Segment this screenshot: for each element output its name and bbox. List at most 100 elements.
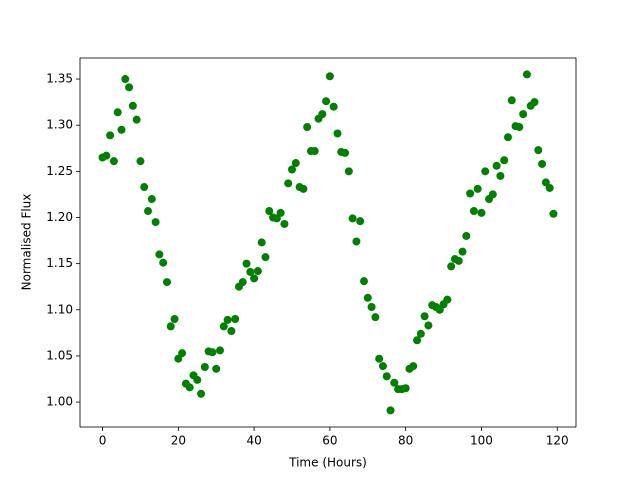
- data-point: [462, 231, 471, 240]
- data-point: [102, 151, 111, 160]
- data-point: [178, 349, 187, 358]
- data-point: [348, 214, 357, 223]
- data-point: [216, 346, 225, 355]
- data-point: [318, 110, 327, 119]
- data-point: [488, 190, 497, 199]
- data-point: [231, 315, 240, 324]
- data-point: [519, 110, 528, 119]
- data-point: [299, 184, 308, 193]
- data-point: [534, 146, 543, 155]
- data-point: [250, 274, 259, 283]
- data-point: [454, 256, 463, 265]
- x-tick-label: 60: [322, 434, 337, 448]
- data-point: [288, 165, 297, 174]
- data-point: [109, 157, 118, 166]
- data-point: [238, 278, 247, 287]
- data-point: [469, 207, 478, 216]
- data-point: [140, 183, 149, 192]
- data-point: [261, 253, 270, 262]
- data-point: [223, 315, 232, 324]
- data-point: [147, 195, 156, 204]
- x-tick-label: 0: [99, 434, 107, 448]
- data-point: [333, 129, 342, 138]
- y-tick-label: 1.10: [46, 302, 73, 316]
- y-tick-label: 1.25: [46, 164, 73, 178]
- y-tick-label: 1.35: [46, 72, 73, 86]
- data-point: [420, 312, 429, 321]
- data-point: [378, 362, 387, 371]
- data-point: [386, 406, 395, 415]
- x-tick-label: 80: [398, 434, 413, 448]
- data-point: [382, 372, 391, 381]
- data-point: [113, 108, 122, 117]
- data-point: [155, 250, 164, 259]
- x-tick-label: 100: [470, 434, 493, 448]
- data-point: [106, 131, 115, 140]
- data-point: [276, 208, 285, 217]
- data-point: [473, 184, 482, 193]
- data-point: [253, 267, 262, 276]
- x-tick-label: 40: [246, 434, 261, 448]
- data-point: [341, 148, 350, 157]
- y-axis-label: Normalised Flux: [20, 194, 34, 291]
- data-point: [363, 293, 372, 302]
- data-point: [409, 362, 418, 371]
- data-point: [322, 97, 331, 106]
- data-point: [477, 208, 486, 217]
- data-point: [371, 313, 380, 322]
- data-point: [538, 159, 547, 168]
- x-tick-label: 120: [546, 434, 569, 448]
- y-tick-label: 1.30: [46, 118, 73, 132]
- data-point: [162, 278, 171, 287]
- data-point: [443, 295, 452, 304]
- data-point: [310, 147, 319, 156]
- data-point: [416, 329, 425, 338]
- y-tick-label: 1.05: [46, 348, 73, 362]
- data-point: [424, 321, 433, 330]
- data-point: [359, 277, 368, 286]
- data-point: [166, 322, 175, 331]
- data-point: [344, 167, 353, 176]
- data-point: [227, 327, 236, 336]
- x-axis-label: Time (Hours): [288, 456, 367, 470]
- data-point: [481, 167, 490, 176]
- data-point: [185, 383, 194, 392]
- data-point: [265, 207, 274, 216]
- data-point: [219, 322, 228, 331]
- data-point: [530, 98, 539, 107]
- data-point: [500, 156, 509, 165]
- y-tick-label: 1.00: [46, 395, 73, 409]
- axes-frame: [79, 57, 577, 428]
- data-point: [507, 96, 516, 105]
- data-point: [549, 209, 558, 218]
- x-tick-label: 20: [171, 434, 186, 448]
- y-tick-label: 1.20: [46, 210, 73, 224]
- data-point: [329, 102, 338, 111]
- data-point: [496, 171, 505, 180]
- data-point: [367, 303, 376, 312]
- data-point: [401, 384, 410, 393]
- data-point: [151, 218, 160, 227]
- data-point: [212, 364, 221, 373]
- data-point: [447, 262, 456, 271]
- data-point: [136, 157, 145, 166]
- data-point: [413, 336, 422, 345]
- data-point: [117, 125, 126, 134]
- data-point: [242, 259, 251, 268]
- data-point: [132, 115, 141, 124]
- data-point: [375, 354, 384, 363]
- data-point: [125, 83, 134, 92]
- data-point: [159, 258, 168, 267]
- data-point: [466, 189, 475, 198]
- data-point: [356, 217, 365, 226]
- data-point: [193, 375, 202, 384]
- data-point: [291, 159, 300, 168]
- data-point: [545, 183, 554, 192]
- data-point: [280, 219, 289, 228]
- data-point: [257, 238, 266, 247]
- data-point: [522, 70, 531, 79]
- y-tick-label: 1.15: [46, 256, 73, 270]
- data-point: [325, 72, 334, 81]
- data-point: [390, 378, 399, 387]
